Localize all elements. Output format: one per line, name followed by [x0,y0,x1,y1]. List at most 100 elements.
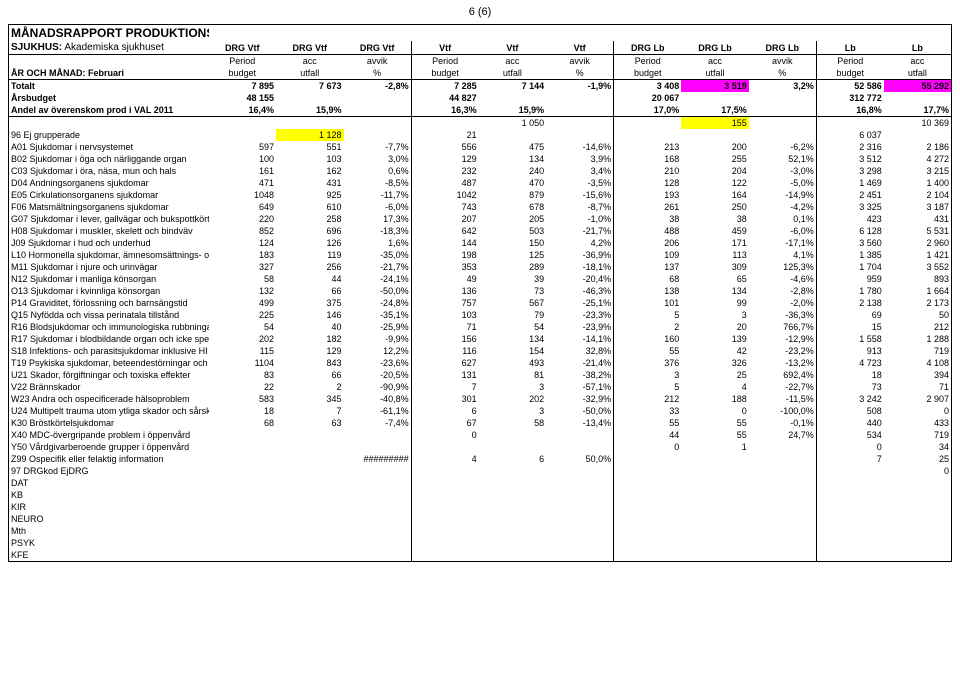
cell: 137 [614,261,682,273]
cell: 2 316 [816,141,884,153]
cell: 925 [276,189,344,201]
cell: 1 704 [816,261,884,273]
cell: 17,5% [681,104,749,117]
cell: 309 [681,261,749,273]
row-label: U24 Multipelt trauma utom ytliga skador … [9,405,209,417]
cell: -13,2% [749,357,817,369]
cell [546,92,614,104]
cell [614,129,682,141]
cell: 17,7% [884,104,952,117]
cell: 12,2% [344,345,412,357]
cell: 220 [209,213,277,225]
cell: 24,7% [749,429,817,441]
cell: 68 [209,417,277,429]
cell [344,429,412,441]
cell: 10 369 [884,117,952,130]
cell: 150 [479,237,547,249]
cell [546,537,614,549]
cell: -38,2% [546,369,614,381]
cell [884,501,952,513]
cell: -4,6% [749,273,817,285]
cell: 134 [479,333,547,345]
row-label: W23 Andra och ospecificerade hälsoproble… [9,393,209,405]
table-row: PSYK [9,537,952,549]
page: 6 (6) MÅNADSRAPPORT PRODUKTIONSUPPFÖLJNI… [0,0,960,570]
cell: 146 [276,309,344,321]
cell: 3 [479,405,547,417]
cell [344,549,412,562]
colgroup-2: DRG Vtf [344,41,412,55]
cell: 4 272 [884,153,952,165]
table-row: M11 Sjukdomar i njure och urinvägar32725… [9,261,952,273]
cell: 202 [479,393,547,405]
cell [209,513,277,525]
row-label: Totalt [9,80,209,93]
cell: 0 [884,405,952,417]
table-row: R17 Sjukdomar i blodbildande organ och i… [9,333,952,345]
cell [276,537,344,549]
cell [209,117,277,130]
cell: -23,3% [546,309,614,321]
cell: -9,9% [344,333,412,345]
cell [546,441,614,453]
table-row: Årsbudget48 15544 82720 067312 772 [9,92,952,104]
cell: 134 [681,285,749,297]
cell: 719 [884,345,952,357]
cell [614,513,682,525]
cell: -5,0% [749,177,817,189]
cell: 66 [276,285,344,297]
cell: 719 [884,429,952,441]
cell: 3 519 [681,80,749,93]
cell: 188 [681,393,749,405]
cell: 83 [209,369,277,381]
cell [209,525,277,537]
cell [479,525,547,537]
cell [411,549,479,562]
cell: -20,5% [344,369,412,381]
cell: -22,7% [749,381,817,393]
row-label: L10 Hormonella sjukdomar, ämnesomsättnin… [9,249,209,261]
table-row: U24 Multipelt trauma utom ytliga skador … [9,405,952,417]
cell [209,537,277,549]
cell: 126 [276,237,344,249]
cell [276,513,344,525]
cell: 470 [479,177,547,189]
cell: -40,8% [344,393,412,405]
cell: -25,9% [344,321,412,333]
cell: -1,0% [546,213,614,225]
row-label: R17 Sjukdomar i blodbildande organ och i… [9,333,209,345]
cell [276,501,344,513]
cell: -0,1% [749,417,817,429]
cell: -4,2% [749,201,817,213]
cell: 5 531 [884,225,952,237]
table-row: V22 Brännskador222-90,9%73-57,1%54-22,7%… [9,381,952,393]
cell [681,525,749,537]
cell [344,513,412,525]
row-label: NEURO [9,513,209,525]
cell [546,117,614,130]
cell [209,441,277,453]
cell: 508 [816,405,884,417]
cell: -11,5% [749,393,817,405]
row-label: KFE [9,549,209,562]
cell: 534 [816,429,884,441]
cell: 128 [614,177,682,189]
cell: 52,1% [749,153,817,165]
cell: 124 [209,237,277,249]
cell: 202 [209,333,277,345]
cell: 3 242 [816,393,884,405]
cell [479,129,547,141]
cell: 68 [614,273,682,285]
cell: 200 [681,141,749,153]
cell: 551 [276,141,344,153]
row-label: S18 Infektions- och parasitsjukdomar ink… [9,345,209,357]
cell: -18,1% [546,261,614,273]
cell: 154 [479,345,547,357]
cell: 119 [276,249,344,261]
table-row: C03 Sjukdomar i öra, näsa, mun och hals1… [9,165,952,177]
cell [816,465,884,477]
cell [479,441,547,453]
cell [681,501,749,513]
cell: 0 [884,465,952,477]
cell: 5 [614,309,682,321]
